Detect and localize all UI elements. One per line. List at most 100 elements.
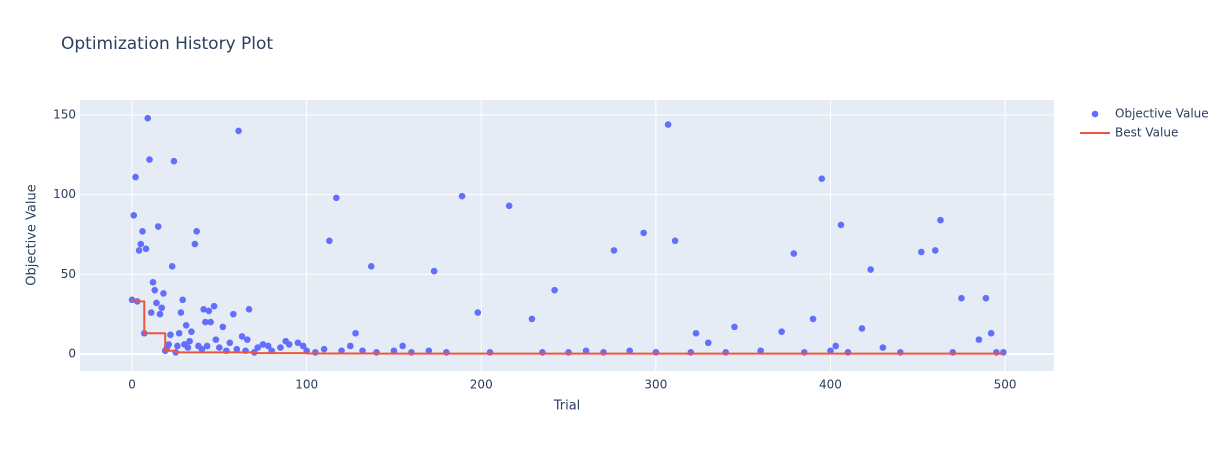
point — [347, 342, 354, 350]
x-tick-label: 300 — [644, 378, 667, 392]
point — [137, 240, 145, 248]
legend-label: Objective Value — [1115, 107, 1209, 121]
point — [430, 267, 438, 275]
point — [294, 339, 302, 347]
point — [219, 323, 227, 331]
point — [245, 306, 253, 313]
y-tick-label: 100 — [53, 187, 76, 201]
point — [505, 202, 513, 210]
point — [425, 347, 433, 355]
marks — [128, 114, 1007, 356]
point — [373, 349, 380, 356]
chart-title: Optimization History Plot — [61, 34, 273, 54]
point — [179, 296, 186, 304]
point — [132, 173, 139, 181]
x-tick-label: 500 — [994, 378, 1017, 392]
point — [299, 342, 307, 350]
x-tick-label: 200 — [470, 378, 493, 392]
point — [193, 227, 200, 235]
y-tick-label: 50 — [61, 267, 76, 281]
point — [130, 212, 138, 219]
point — [640, 229, 647, 237]
point — [664, 121, 672, 128]
point — [778, 328, 785, 335]
point — [243, 336, 251, 343]
point — [390, 347, 398, 355]
point — [801, 349, 808, 356]
point — [210, 302, 218, 310]
point — [233, 345, 241, 353]
point — [565, 349, 572, 356]
point — [167, 331, 174, 339]
point — [312, 349, 319, 356]
point — [333, 194, 340, 202]
point — [205, 307, 213, 315]
point — [158, 304, 166, 312]
point — [993, 349, 1000, 356]
point — [165, 341, 173, 348]
point — [326, 237, 333, 245]
point — [144, 114, 152, 122]
point — [142, 245, 150, 253]
y-tick-label: 150 — [53, 107, 76, 121]
point — [987, 329, 995, 337]
point — [757, 347, 764, 355]
point — [528, 315, 536, 323]
point — [226, 339, 234, 347]
point — [949, 349, 957, 356]
point — [254, 344, 262, 351]
point — [474, 309, 482, 316]
legend-label: Best Value — [1115, 126, 1178, 140]
point — [168, 263, 176, 270]
point — [790, 250, 798, 257]
point — [200, 306, 207, 313]
point — [687, 349, 695, 356]
point — [879, 344, 887, 351]
point — [610, 247, 618, 254]
point — [958, 294, 965, 302]
point — [230, 310, 237, 318]
point — [285, 341, 293, 348]
point — [277, 344, 284, 351]
point — [704, 339, 712, 347]
point — [359, 347, 366, 355]
point — [151, 286, 159, 294]
point — [182, 321, 190, 329]
y-tick-label: 0 — [68, 346, 76, 360]
point — [652, 349, 660, 356]
point — [139, 227, 146, 235]
point — [170, 157, 178, 165]
plot-area — [80, 100, 1054, 371]
point — [352, 329, 359, 337]
point — [175, 329, 183, 337]
point — [259, 341, 267, 348]
grid: 0 100 200 300 400 500 0 50 100 150 — [53, 100, 1054, 392]
point — [399, 342, 406, 350]
point — [809, 315, 817, 323]
point — [458, 192, 466, 200]
point — [1000, 349, 1007, 356]
point — [937, 216, 944, 224]
point — [917, 248, 925, 256]
point — [147, 309, 155, 316]
point — [858, 325, 866, 332]
point — [600, 349, 607, 356]
point — [188, 328, 195, 335]
point — [338, 347, 345, 355]
x-axis-title: Trial — [553, 399, 581, 414]
point — [235, 127, 242, 135]
point — [551, 286, 558, 294]
point — [207, 318, 214, 326]
point — [149, 278, 157, 286]
point — [731, 323, 738, 331]
point — [837, 221, 845, 229]
point — [177, 309, 185, 316]
point — [832, 342, 840, 350]
x-tick-label: 0 — [128, 378, 136, 392]
point — [198, 345, 206, 353]
point — [486, 349, 494, 356]
point — [153, 299, 160, 307]
point — [212, 336, 220, 343]
point — [160, 290, 167, 297]
point — [408, 349, 415, 356]
